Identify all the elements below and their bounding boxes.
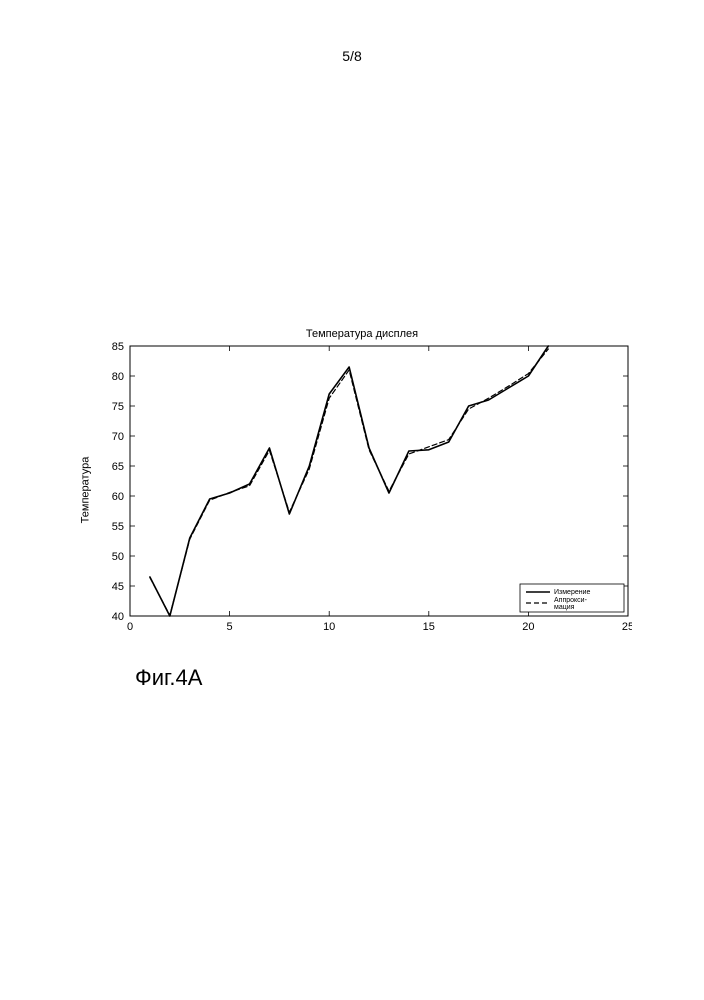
chart-title: Температура дисплея — [92, 328, 632, 340]
page: 5/8 Температура дисплея Температура 40 45… — [0, 0, 704, 1000]
ytick-label: 55 — [112, 521, 124, 533]
page-number: 5/8 — [0, 48, 704, 64]
legend-label-measurement: Измерение — [554, 589, 591, 596]
ytick-label: 70 — [112, 431, 124, 443]
chart-ylabel: Температура — [79, 456, 91, 523]
chart-frame: Температура 4045505560657075808505101520… — [92, 342, 632, 637]
xtick-label: 0 — [127, 621, 133, 633]
xtick-label: 15 — [423, 621, 435, 633]
chart-container: Температура дисплея Температура 40455055… — [92, 328, 632, 637]
legend-label-approximation-line2: мация — [554, 604, 575, 611]
xtick-label: 10 — [323, 621, 335, 633]
figure-caption: Фиг.4A — [135, 665, 202, 691]
ytick-label: 50 — [112, 551, 124, 563]
plot-area — [130, 346, 628, 616]
legend-label-approximation: Аппрокси- — [554, 597, 588, 604]
ytick-label: 45 — [112, 581, 124, 593]
ytick-label: 65 — [112, 461, 124, 473]
xtick-label: 25 — [622, 621, 632, 633]
ytick-label: 75 — [112, 401, 124, 413]
ytick-label: 80 — [112, 371, 124, 383]
xtick-label: 20 — [522, 621, 534, 633]
ytick-label: 40 — [112, 611, 124, 623]
xtick-label: 5 — [227, 621, 233, 633]
ytick-label: 85 — [112, 342, 124, 353]
ytick-label: 60 — [112, 491, 124, 503]
chart-svg: 40 45 50 55 60 65 70 75 80 85 0 5 10 15 20 25 ИзмерениеА… — [92, 342, 632, 637]
